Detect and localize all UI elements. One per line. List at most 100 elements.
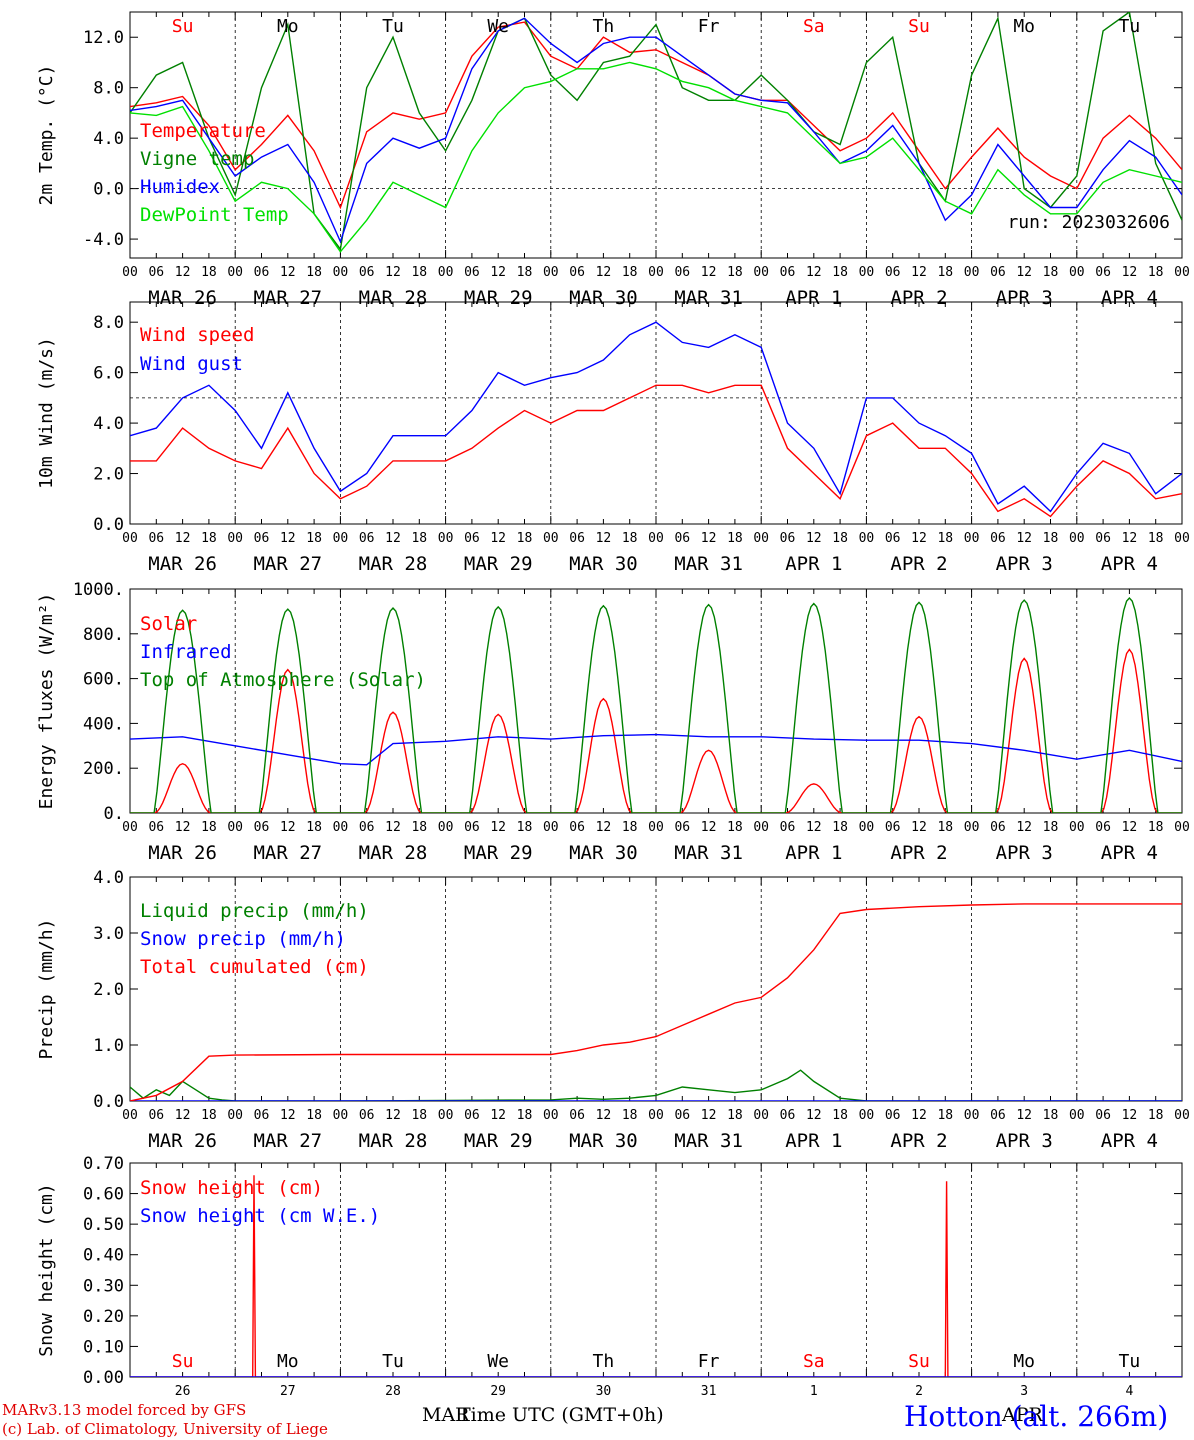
- hour-tick-label: 18: [306, 1108, 322, 1123]
- y-tick-label: 200.: [83, 759, 124, 779]
- date-label: MAR 30: [569, 553, 638, 575]
- day-name-label: Th: [593, 1351, 615, 1372]
- hour-tick-label: 00: [1174, 820, 1190, 835]
- date-label: APR 1: [785, 842, 842, 864]
- hour-tick-label: 06: [990, 531, 1006, 546]
- day-number-label: 4: [1125, 1384, 1133, 1399]
- series-line-solar: [130, 648, 1182, 813]
- hour-tick-label: 18: [517, 265, 533, 280]
- y-tick-label: 0.60: [83, 1185, 124, 1205]
- month-label-left: MAR: [422, 1404, 470, 1426]
- hour-tick-label: 18: [1148, 265, 1164, 280]
- hour-tick-label: 00: [648, 820, 664, 835]
- hour-tick-label: 06: [464, 531, 480, 546]
- date-label: APR 2: [890, 287, 947, 309]
- legend-entry: Solar: [140, 613, 197, 635]
- hour-tick-label: 00: [859, 820, 875, 835]
- date-label: MAR 27: [253, 842, 322, 864]
- legend-entry: Wind gust: [140, 353, 243, 375]
- series-line-dewpoint-temp: [130, 61, 1182, 253]
- hour-tick-label: 06: [254, 1108, 270, 1123]
- day-number-label: 26: [175, 1384, 191, 1399]
- panel-precip: [129, 876, 1183, 1102]
- day-name-label: We: [487, 16, 509, 37]
- hour-tick-label: 18: [727, 1108, 743, 1123]
- hour-tick-label: 18: [517, 1108, 533, 1123]
- hour-tick-label: 12: [806, 265, 822, 280]
- legend-entry: Snow height (cm W.E.): [140, 1205, 380, 1227]
- series-line-wind-speed: [130, 384, 1182, 518]
- hour-tick-label: 18: [1148, 531, 1164, 546]
- hour-tick-label: 00: [964, 265, 980, 280]
- hour-tick-label: 00: [543, 820, 559, 835]
- hour-tick-label: 06: [885, 820, 901, 835]
- hour-tick-label: 18: [622, 820, 638, 835]
- date-label: APR 3: [996, 553, 1053, 575]
- y-tick-label: 0.00: [83, 1368, 124, 1388]
- hour-tick-label: 12: [1016, 820, 1032, 835]
- date-label: MAR 27: [253, 1130, 322, 1152]
- hour-tick-label: 18: [201, 531, 217, 546]
- hour-tick-label: 06: [464, 1108, 480, 1123]
- date-label: MAR 28: [359, 842, 428, 864]
- hour-tick-label: 12: [1122, 1108, 1138, 1123]
- hour-tick-label: 18: [622, 1108, 638, 1123]
- hour-tick-label: 00: [1069, 820, 1085, 835]
- hour-tick-label: 12: [596, 820, 612, 835]
- hour-tick-label: 18: [937, 1108, 953, 1123]
- hour-tick-label: 12: [175, 1108, 191, 1123]
- hour-tick-label: 12: [1016, 531, 1032, 546]
- hour-tick-label: 06: [780, 820, 796, 835]
- hour-tick-label: 12: [385, 1108, 401, 1123]
- hour-tick-label: 18: [937, 265, 953, 280]
- y-tick-label: -4.0: [83, 230, 124, 250]
- hour-tick-label: 06: [780, 265, 796, 280]
- day-name-label: Tu: [382, 1351, 404, 1372]
- date-label: MAR 28: [359, 287, 428, 309]
- day-name-label: Mo: [1013, 1351, 1035, 1372]
- date-label: MAR 31: [674, 553, 743, 575]
- hour-tick-label: 06: [254, 265, 270, 280]
- hour-tick-label: 12: [175, 820, 191, 835]
- hour-tick-label: 18: [1043, 820, 1059, 835]
- y-tick-label: 0.40: [83, 1246, 124, 1266]
- date-label: APR 1: [785, 1130, 842, 1152]
- hour-tick-label: 00: [648, 265, 664, 280]
- hour-tick-label: 12: [385, 820, 401, 835]
- legend-entry: Snow height (cm): [140, 1177, 323, 1199]
- day-name-label: Su: [172, 1351, 194, 1372]
- legend-entry: Wind speed: [140, 324, 254, 346]
- hour-tick-label: 12: [806, 820, 822, 835]
- series-line-infrared: [130, 733, 1182, 766]
- date-label: MAR 31: [674, 1130, 743, 1152]
- y-tick-label: 1.0: [93, 1036, 124, 1056]
- hour-tick-label: 12: [385, 531, 401, 546]
- hour-tick-label: 12: [596, 531, 612, 546]
- y-tick-label: 0.0: [93, 180, 124, 200]
- hour-tick-label: 12: [701, 265, 717, 280]
- date-label: APR 1: [785, 287, 842, 309]
- hour-tick-label: 12: [911, 1108, 927, 1123]
- y-tick-label: 8.0: [93, 79, 124, 99]
- hour-tick-label: 12: [701, 1108, 717, 1123]
- date-label: MAR 31: [674, 287, 743, 309]
- hour-tick-label: 12: [911, 531, 927, 546]
- hour-tick-label: 18: [937, 820, 953, 835]
- y-tick-label: 4.0: [93, 129, 124, 149]
- hour-tick-label: 12: [280, 1108, 296, 1123]
- legend-entry: Snow precip (mm/h): [140, 928, 346, 950]
- hour-tick-label: 00: [648, 531, 664, 546]
- date-label: MAR 29: [464, 1130, 533, 1152]
- date-label: APR 4: [1101, 287, 1158, 309]
- hour-tick-label: 00: [964, 1108, 980, 1123]
- hour-tick-label: 12: [596, 265, 612, 280]
- day-name-label: Tu: [1119, 16, 1141, 37]
- hour-tick-label: 06: [780, 531, 796, 546]
- hour-tick-label: 00: [964, 531, 980, 546]
- y-axis-label: Precip (mm/h): [36, 919, 57, 1060]
- hour-tick-label: 06: [885, 1108, 901, 1123]
- hour-tick-label: 00: [1069, 1108, 1085, 1123]
- hour-tick-label: 00: [438, 265, 454, 280]
- legend-entry: Humidex: [140, 176, 220, 198]
- hour-tick-label: 18: [727, 820, 743, 835]
